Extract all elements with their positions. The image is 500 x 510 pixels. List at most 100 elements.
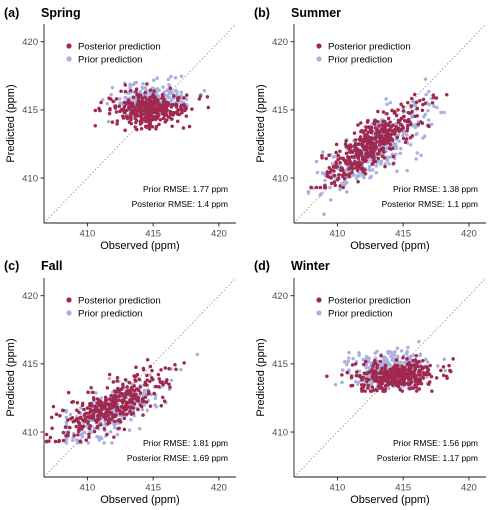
prior-point xyxy=(426,109,430,113)
posterior-point xyxy=(93,108,98,113)
posterior-point xyxy=(418,369,422,374)
posterior-point xyxy=(180,110,184,115)
posterior-point xyxy=(430,101,435,105)
scatter-points xyxy=(43,23,237,224)
posterior-point xyxy=(156,372,161,377)
posterior-point xyxy=(383,164,387,169)
posterior-point xyxy=(129,405,134,409)
posterior-point xyxy=(166,103,170,107)
posterior-point xyxy=(180,108,184,112)
posterior-point xyxy=(78,415,83,420)
posterior-point xyxy=(139,118,144,123)
prior-point xyxy=(405,349,409,354)
posterior-point xyxy=(366,154,371,158)
posterior-point xyxy=(421,358,425,363)
prior-point xyxy=(128,82,132,87)
panel-spring: (a) Spring 410 415 420 410 415 420 Observed (… xyxy=(4,6,237,252)
posterior-point xyxy=(441,365,446,369)
posterior-point xyxy=(349,374,354,378)
prior-point xyxy=(340,380,344,385)
y-axis-label: Predicted (ppm) xyxy=(255,84,267,162)
prior-point xyxy=(318,193,322,197)
posterior-point xyxy=(397,367,402,372)
posterior-point xyxy=(112,419,117,424)
posterior-point xyxy=(388,127,392,131)
posterior-point xyxy=(66,390,71,395)
posterior-point xyxy=(338,149,342,153)
prior-point xyxy=(367,167,371,172)
posterior-point xyxy=(76,420,81,424)
posterior-point xyxy=(138,385,142,389)
posterior-point xyxy=(358,166,362,170)
posterior-point xyxy=(160,108,164,112)
posterior-point xyxy=(384,134,388,139)
prior-point xyxy=(328,198,333,202)
posterior-point xyxy=(155,105,160,110)
posterior-point xyxy=(391,161,396,166)
posterior-point xyxy=(124,389,129,394)
posterior-point xyxy=(105,409,109,413)
posterior-point xyxy=(363,146,368,150)
prior-point xyxy=(375,349,379,354)
posterior-point xyxy=(367,125,371,129)
one-to-one-line xyxy=(43,277,237,478)
posterior-point xyxy=(406,117,411,122)
posterior-point xyxy=(428,363,432,368)
legend-posterior-marker xyxy=(66,297,72,303)
posterior-point xyxy=(355,168,360,172)
posterior-point xyxy=(61,438,66,443)
posterior-point xyxy=(145,383,149,387)
posterior-point xyxy=(128,393,133,398)
posterior-point xyxy=(72,433,76,438)
posterior-point xyxy=(150,368,154,373)
x-tick-label: 420 xyxy=(211,229,227,240)
posterior-point xyxy=(417,373,421,377)
posterior-point xyxy=(362,362,366,367)
posterior-point xyxy=(75,400,80,405)
posterior-point xyxy=(119,89,123,93)
posterior-point xyxy=(145,358,150,362)
posterior-point xyxy=(125,385,129,389)
posterior-point xyxy=(379,353,383,358)
prior-point xyxy=(102,441,106,445)
prior-rmse-label: Prior RMSE: 1.81 ppm xyxy=(143,438,228,448)
posterior-point xyxy=(314,185,319,190)
posterior-point xyxy=(109,393,113,398)
posterior-point xyxy=(354,166,358,170)
posterior-point xyxy=(154,384,158,389)
prior-point xyxy=(99,396,103,400)
legend-prior-label: Prior prediction xyxy=(328,54,393,65)
posterior-point xyxy=(137,377,141,381)
posterior-point xyxy=(114,398,118,402)
prior-point xyxy=(436,364,440,368)
posterior-point xyxy=(332,173,337,178)
prior-point xyxy=(442,110,446,115)
prior-point xyxy=(424,92,428,97)
posterior-point xyxy=(174,367,178,372)
posterior-point xyxy=(131,95,136,100)
posterior-point xyxy=(118,109,122,114)
prior-point xyxy=(179,367,183,372)
posterior-point xyxy=(132,384,136,388)
posterior-point xyxy=(82,407,86,412)
prior-point xyxy=(129,417,133,422)
posterior-point xyxy=(95,397,100,401)
posterior-point xyxy=(332,180,337,185)
posterior-point xyxy=(58,413,62,418)
prior-point xyxy=(385,102,389,107)
posterior-point xyxy=(374,388,379,392)
posterior-point xyxy=(334,150,338,155)
posterior-point xyxy=(78,439,83,444)
axis-ticks: 410 415 420 410 415 420 xyxy=(22,37,227,239)
posterior-point xyxy=(169,104,174,109)
posterior-point xyxy=(369,144,374,148)
posterior-point xyxy=(365,132,369,137)
posterior-point xyxy=(441,373,446,378)
posterior-point xyxy=(360,378,364,382)
posterior-point xyxy=(343,142,348,146)
posterior-point xyxy=(93,123,98,128)
posterior-point xyxy=(369,139,373,144)
posterior-point xyxy=(353,362,358,366)
posterior-point xyxy=(419,382,424,386)
prior-point xyxy=(351,357,355,361)
